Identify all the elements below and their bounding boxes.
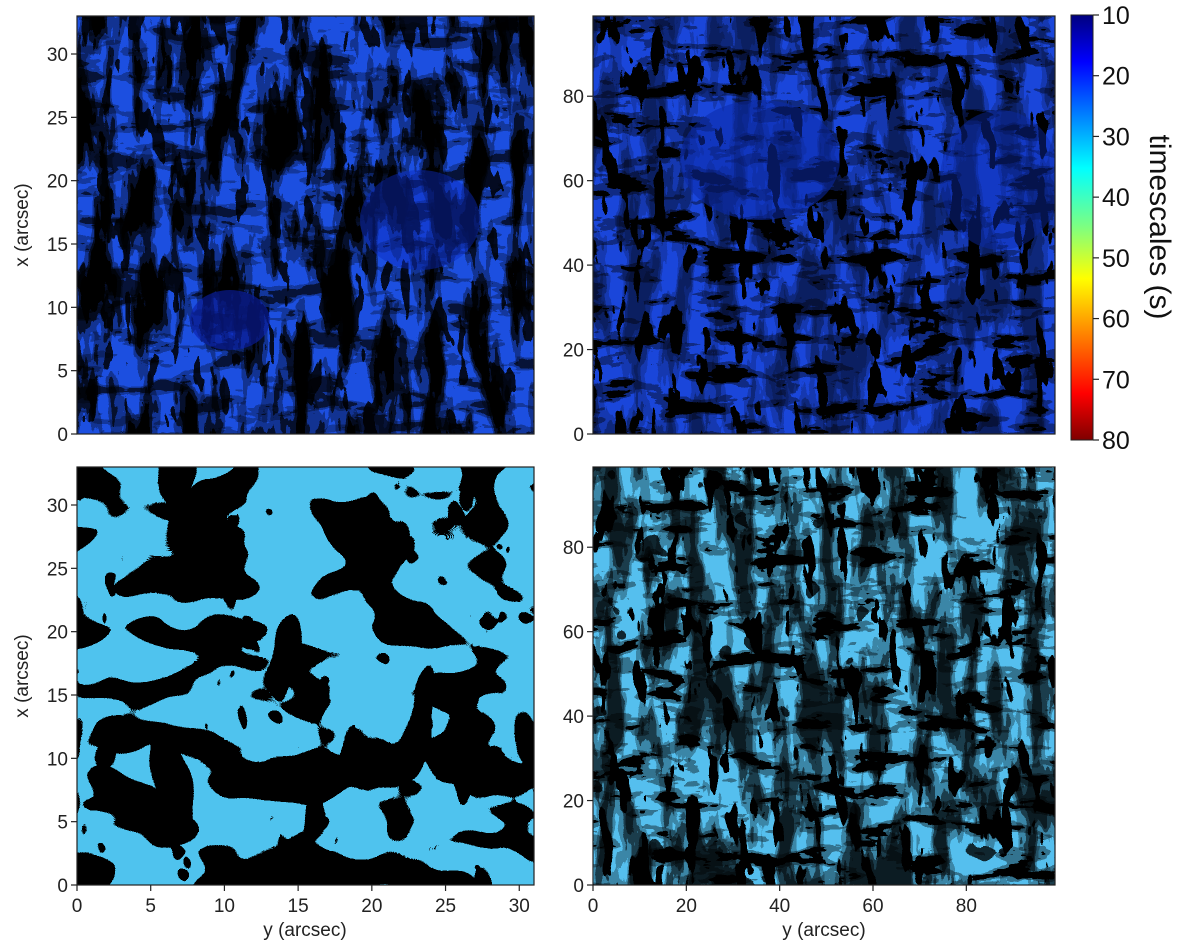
ytick-label-top-left: 15 — [47, 235, 68, 256]
xtick-label-bottom-right: 40 — [769, 896, 790, 917]
ytick-label-bottom-left: 25 — [47, 559, 68, 580]
colorbar-ticks: 10 20 30 40 50 60 70 80 — [1093, 2, 1130, 455]
ytick-label-bottom-right: 80 — [563, 538, 584, 559]
colorbar-tick-label: 10 — [1102, 2, 1130, 30]
colorbar-tick-label: 50 — [1102, 245, 1130, 273]
panel-bottom-right — [593, 467, 1055, 885]
ytick-label-top-left: 20 — [47, 172, 68, 193]
ytick-label-bottom-right: 60 — [563, 623, 584, 644]
panel-bottom-left — [77, 467, 534, 885]
xtick-label-bottom-left: 25 — [435, 896, 456, 917]
ytick-label-bottom-left: 30 — [47, 496, 68, 517]
ytick-label-bottom-left: 20 — [47, 623, 68, 644]
panel-top-right — [593, 16, 1055, 434]
colorbar-label: timescales (s) — [1143, 134, 1176, 319]
xtick-label-bottom-right: 0 — [588, 896, 599, 917]
ytick-label-top-left: 30 — [47, 45, 68, 66]
xlabel-bottom-left: y (arcsec) — [263, 920, 346, 941]
xtick-label-bottom-right: 80 — [956, 896, 977, 917]
ytick-label-bottom-right: 0 — [573, 876, 584, 897]
ytick-label-top-right: 60 — [563, 172, 584, 193]
colorbar-tick-label: 20 — [1102, 63, 1130, 91]
panel-top-left — [77, 16, 534, 434]
xtick-label-bottom-left: 30 — [509, 896, 530, 917]
ylabel-top-left: x (arcsec) — [12, 183, 33, 266]
ytick-label-bottom-right: 20 — [563, 792, 584, 813]
ylabel-bottom-left: x (arcsec) — [12, 634, 33, 717]
colorbar-tick-label: 30 — [1102, 123, 1130, 151]
frame-bottom-right — [592, 466, 1056, 886]
xlabel-bottom-right: y (arcsec) — [782, 920, 865, 941]
xtick-label-bottom-left: 20 — [361, 896, 382, 917]
ytick-label-top-right: 20 — [563, 341, 584, 362]
ytick-label-bottom-right: 40 — [563, 707, 584, 728]
colorbar-tick-label: 70 — [1102, 366, 1130, 394]
frame-top-left — [76, 15, 535, 435]
ytick-label-bottom-left: 15 — [47, 686, 68, 707]
frame-bottom-left — [76, 466, 535, 886]
xtick-label-bottom-left: 5 — [145, 896, 156, 917]
xtick-label-bottom-right: 60 — [862, 896, 883, 917]
ytick-label-bottom-left: 5 — [57, 813, 68, 834]
ytick-label-bottom-left: 10 — [47, 749, 68, 770]
colorbar-tick-label: 40 — [1102, 184, 1130, 212]
xtick-label-bottom-left: 0 — [72, 896, 83, 917]
xtick-label-bottom-left: 10 — [214, 896, 235, 917]
ytick-label-top-right: 80 — [563, 87, 584, 108]
colorbar-tick-label: 80 — [1102, 427, 1130, 455]
ytick-label-top-left: 0 — [57, 425, 68, 446]
colorbar — [1070, 14, 1094, 441]
frame-top-right — [592, 15, 1056, 435]
ytick-label-top-left: 5 — [57, 362, 68, 383]
ytick-label-top-right: 40 — [563, 256, 584, 277]
xtick-label-bottom-right: 20 — [676, 896, 697, 917]
ytick-label-top-left: 25 — [47, 108, 68, 129]
ytick-label-top-left: 10 — [47, 298, 68, 319]
colorbar-tick-label: 60 — [1102, 306, 1130, 334]
ytick-label-top-right: 0 — [573, 425, 584, 446]
ticks-layer: 0 5 10 15 20 25 30 0 20 40 60 80 0 5 10 15 20 25 30 0 5 10 15 2… — [47, 45, 977, 917]
xtick-label-bottom-left: 15 — [288, 896, 309, 917]
ytick-label-bottom-left: 0 — [57, 876, 68, 897]
